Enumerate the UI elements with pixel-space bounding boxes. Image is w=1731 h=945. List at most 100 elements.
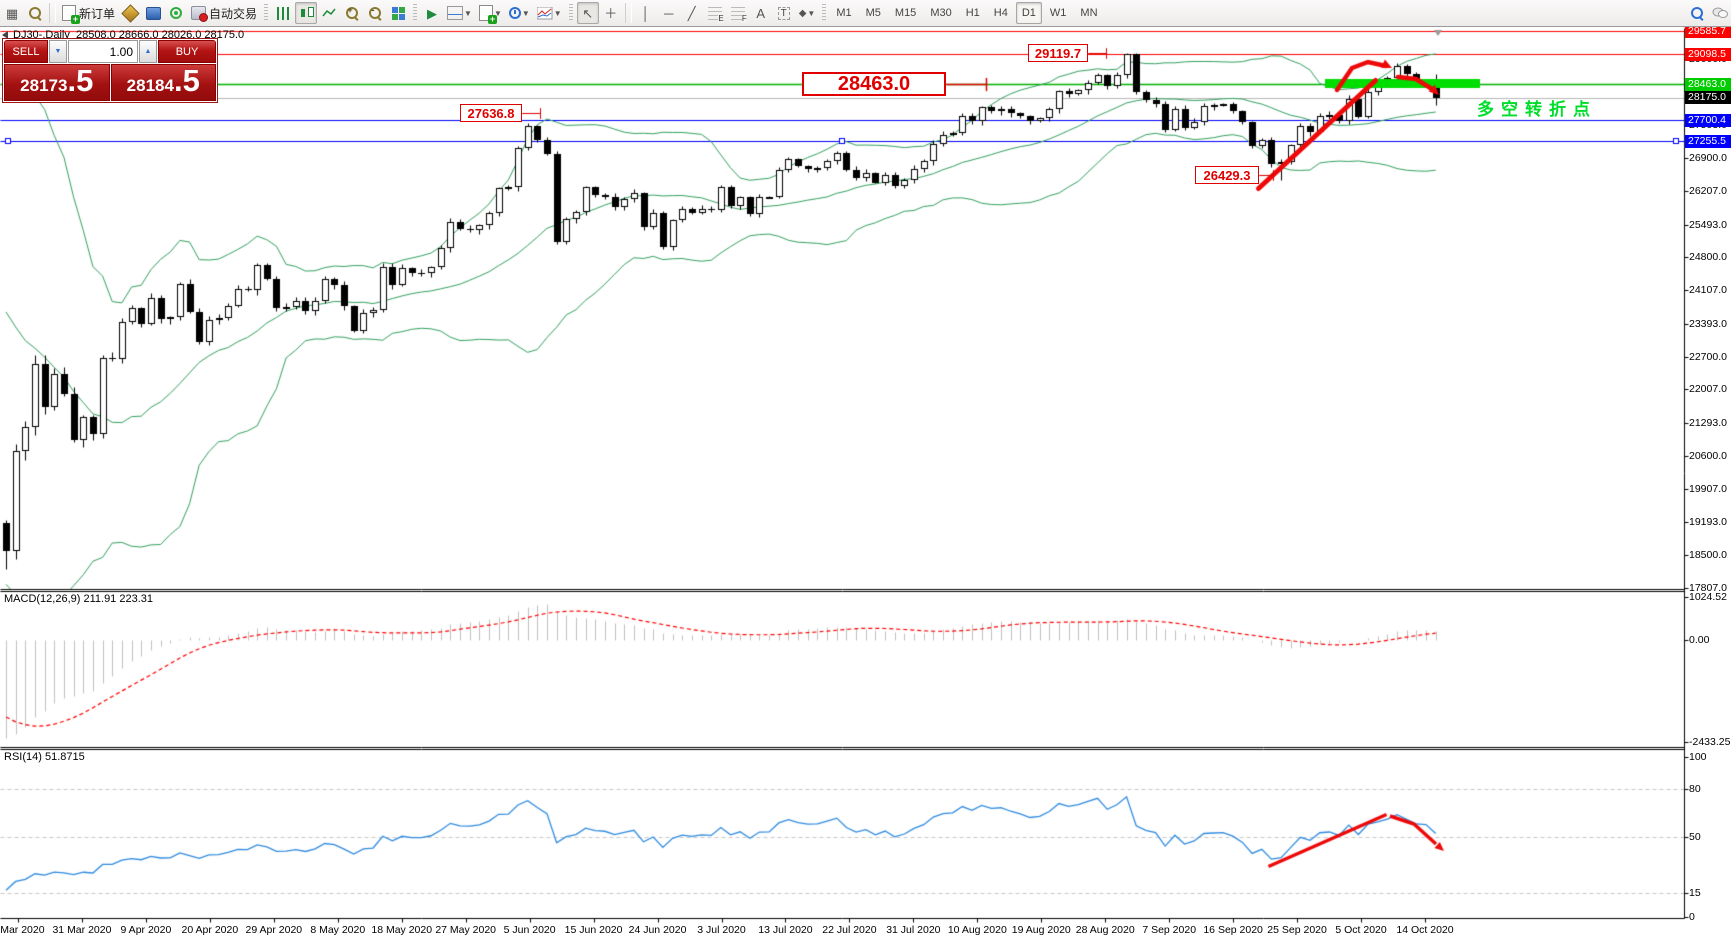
line-chart-button[interactable] — [318, 2, 340, 24]
sell-price: 28173 — [20, 76, 68, 95]
profiles-button[interactable]: + ▼ — [476, 2, 505, 24]
volume-increase-button[interactable]: ▲ — [139, 40, 157, 63]
crosshair-tool-button[interactable]: ＋ — [600, 2, 622, 24]
profiles-icon: + — [478, 5, 497, 24]
timeframe-button-M30[interactable]: M30 — [930, 7, 952, 19]
zoom-out-button[interactable]: - — [364, 2, 386, 24]
date-tick-label: 27 May 2020 — [435, 924, 497, 936]
rsi-scale-label: 100 — [1689, 751, 1707, 763]
fibo-fan-tool-button[interactable]: F — [727, 2, 749, 24]
tile-windows-button[interactable] — [387, 2, 409, 24]
panel-collapse-arrow[interactable] — [2, 31, 8, 39]
volume-decrease-button[interactable]: ▼ — [49, 40, 67, 63]
text-tool-button[interactable]: A — [750, 2, 772, 24]
timeframe-button-D1[interactable]: D1 — [1015, 2, 1042, 24]
price-callout-27636[interactable]: 27636.8 — [460, 104, 522, 122]
price-tick-label: 19907.0 — [1689, 482, 1727, 495]
period-button[interactable]: ▼ — [506, 2, 533, 24]
timeframe-button-MN[interactable]: MN — [1080, 7, 1098, 19]
date-tick-label: 9 Apr 2020 — [120, 924, 172, 936]
indicators-button[interactable]: ▼ — [534, 2, 565, 24]
trendline-tool-button[interactable]: ╱ — [681, 2, 703, 24]
crosshair-icon: ＋ — [604, 5, 618, 21]
new-order-button[interactable]: + 新订单 — [59, 2, 118, 24]
preview-button[interactable] — [24, 2, 46, 24]
price-tick-label: 22700.0 — [1689, 350, 1727, 363]
turning-point-annotation[interactable]: 多空转折点 — [1477, 100, 1597, 119]
metaeditor-button[interactable] — [119, 2, 141, 24]
buy-button[interactable]: BUY — [158, 40, 216, 63]
sell-button[interactable]: SELL — [4, 40, 48, 63]
expert-advisors-button[interactable] — [142, 2, 164, 24]
macd-scale-label: 1024.52 — [1689, 591, 1727, 604]
price-line-badge: 27255.5 — [1685, 134, 1731, 148]
auto-trading-button[interactable]: 自动交易 — [188, 2, 260, 24]
strategy-tester-button[interactable]: ▶ — [421, 2, 443, 24]
price-callout-26429[interactable]: 26429.3 — [1195, 166, 1259, 184]
date-tick-label: 24 Jun 2020 — [628, 924, 687, 936]
label-tool-button[interactable]: T — [773, 2, 795, 24]
timeframe-button-M1[interactable]: M1 — [836, 7, 852, 19]
date-tick-label: 22 Jul 2020 — [822, 924, 877, 936]
timeframe-button-M15[interactable]: M15 — [894, 7, 917, 19]
chart-window-icon: ▦ — [5, 5, 19, 21]
zoom-in-button[interactable]: + — [341, 2, 363, 24]
new-order-label: 新订单 — [79, 6, 116, 21]
clock-icon — [508, 7, 521, 19]
chat-icon — [1712, 7, 1728, 18]
sell-price-button[interactable]: 28173.5 — [4, 64, 110, 101]
timeframe-button-W1[interactable]: W1 — [1049, 7, 1067, 19]
shapes-tool-button[interactable]: ◆ ▼ — [796, 2, 819, 24]
date-tick-label: 8 May 2020 — [310, 924, 366, 936]
price-tick-label: 19193.0 — [1689, 516, 1727, 529]
vertical-line-tool-button[interactable]: │ — [635, 2, 657, 24]
horizontal-line-tool-button[interactable]: ─ — [658, 2, 680, 24]
autotrading-icon — [191, 6, 209, 22]
date-tick-label: 31 Mar 2020 — [52, 924, 112, 936]
date-tick-label: 29 Apr 2020 — [245, 924, 303, 936]
indicators-icon — [536, 6, 553, 19]
timeframe-button-H4[interactable]: H4 — [993, 7, 1008, 19]
fibo-tool-button[interactable]: E — [704, 2, 726, 24]
bar-chart-button[interactable] — [272, 2, 294, 24]
dropdown-arrow-icon: ▼ — [553, 8, 562, 18]
date-tick-label: 18 May 2020 — [371, 924, 433, 936]
main-toolbar: ▦ + 新订单 自动交易 + - ▶ ▼ + ▼ ▼ ▼ ↖ ＋ │ ─ ╱ E … — [0, 0, 1731, 27]
price-tick-label: 25493.0 — [1689, 218, 1727, 231]
price-tick-label: 22007.0 — [1689, 383, 1727, 396]
price-line-badge: 28175.0 — [1685, 91, 1731, 105]
chat-button[interactable] — [1709, 2, 1731, 24]
buy-price-button[interactable]: 28184.5 — [110, 64, 216, 101]
price-tick-label: 20600.0 — [1689, 449, 1727, 462]
new-chart-button[interactable]: ▼ — [444, 2, 475, 24]
tester-icon: ▶ — [427, 5, 438, 21]
toolbar-grip — [264, 4, 269, 22]
price-line-badge: 29098.5 — [1685, 47, 1731, 61]
signals-button[interactable] — [165, 2, 187, 24]
search-button[interactable] — [1686, 2, 1708, 24]
macd-scale-label: 0.00 — [1689, 634, 1710, 646]
timeframe-button-H1[interactable]: H1 — [965, 7, 980, 19]
volume-input[interactable] — [68, 40, 138, 63]
timeframe-button-M5[interactable]: M5 — [865, 7, 881, 19]
date-tick-label: 15 Jun 2020 — [564, 924, 623, 936]
price-callout-29119[interactable]: 29119.7 — [1028, 44, 1088, 62]
price-tick-label: 26900.0 — [1689, 151, 1727, 164]
macd-scale-label: -2433.25 — [1689, 735, 1731, 748]
chart-window-button[interactable]: ▦ — [1, 2, 23, 24]
date-tick-label: 13 Jul 2020 — [758, 924, 813, 936]
cursor-tool-button[interactable]: ↖ — [576, 2, 599, 24]
price-tick-label: 26207.0 — [1689, 184, 1727, 197]
price-callout-28463[interactable]: 28463.0 — [802, 72, 946, 96]
date-tick-label: 31 Jul 2020 — [886, 924, 941, 936]
sell-price-pips: .5 — [67, 63, 94, 98]
one-click-trading-panel: SELL ▼ ▲ BUY 28173.5 28184.5 — [2, 38, 218, 103]
date-tick-label: 2 Mar 2020 — [0, 924, 45, 936]
search-icon — [1690, 6, 1704, 20]
macd-pane-label: MACD(12,26,9) 211.91 223.31 — [4, 593, 153, 605]
price-tick-label: 23393.0 — [1689, 317, 1727, 330]
candle-chart-button[interactable] — [295, 2, 318, 24]
date-tick-label: 16 Sep 2020 — [1203, 924, 1263, 936]
